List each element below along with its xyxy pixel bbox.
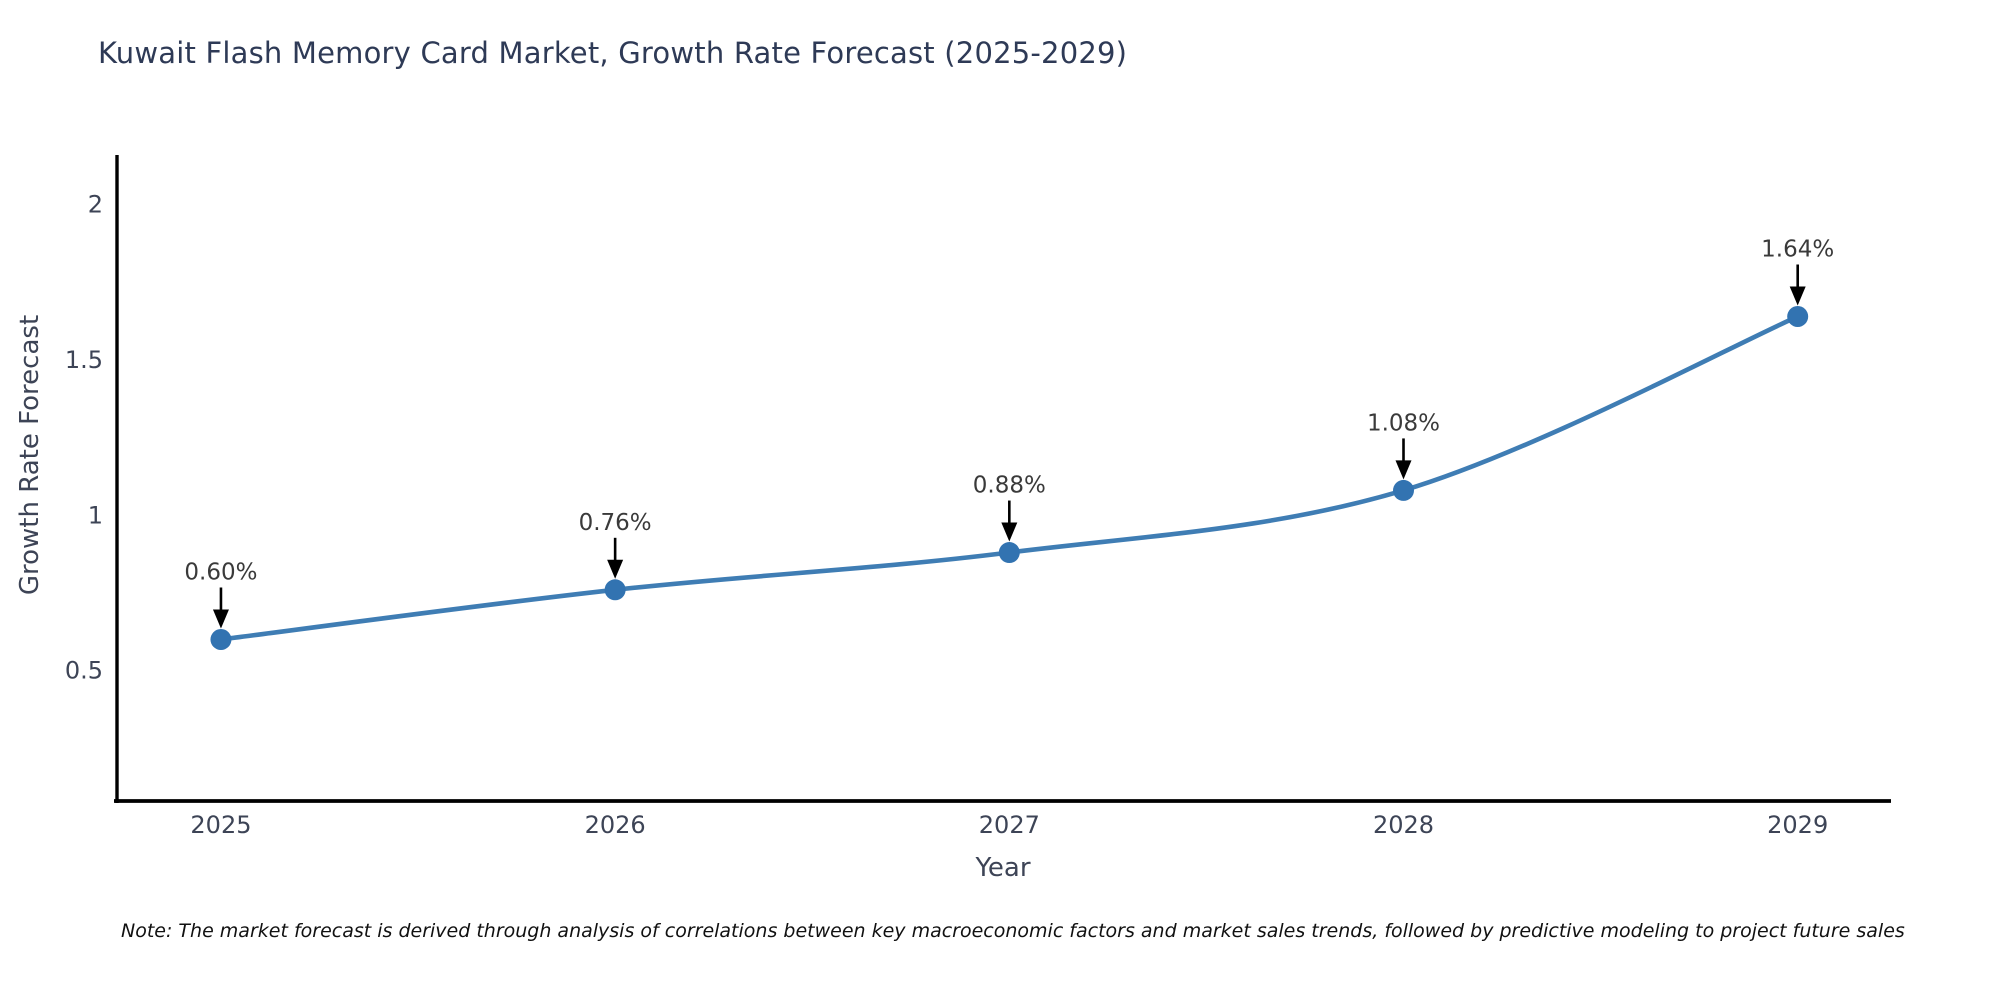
y-tick-label: 2 [88,191,103,219]
y-tick-label: 1.5 [65,346,103,374]
chart-title: Kuwait Flash Memory Card Market, Growth … [98,36,1128,70]
x-tick-label: 2029 [1767,811,1828,839]
x-tick-label: 2027 [979,811,1040,839]
annotation-arrow-head [1001,522,1018,542]
data-point-marker [604,579,626,601]
data-point-marker [1393,479,1415,501]
data-point-marker [210,629,232,650]
annotation-arrow-head [1789,286,1806,306]
annotation-arrow-head [212,609,229,629]
footnote: Note: The market forecast is derived thr… [121,920,1905,942]
data-point-label: 0.60% [184,560,257,586]
data-point-label: 1.08% [1367,410,1440,436]
data-point-label: 0.76% [579,510,652,536]
data-point-label: 0.88% [973,473,1046,499]
x-axis-title: Year [975,853,1031,883]
x-tick-label: 2026 [585,811,646,839]
x-tick-label: 2028 [1373,811,1434,839]
data-point-label: 1.64% [1761,237,1834,263]
annotation-arrow-head [607,559,624,579]
annotation-arrow-head [1395,460,1412,480]
y-tick-label: 1 [88,501,103,529]
x-tick-label: 2025 [190,811,251,839]
data-point-marker [1787,306,1809,327]
y-tick-label: 0.5 [65,657,103,685]
data-point-marker [998,542,1020,564]
